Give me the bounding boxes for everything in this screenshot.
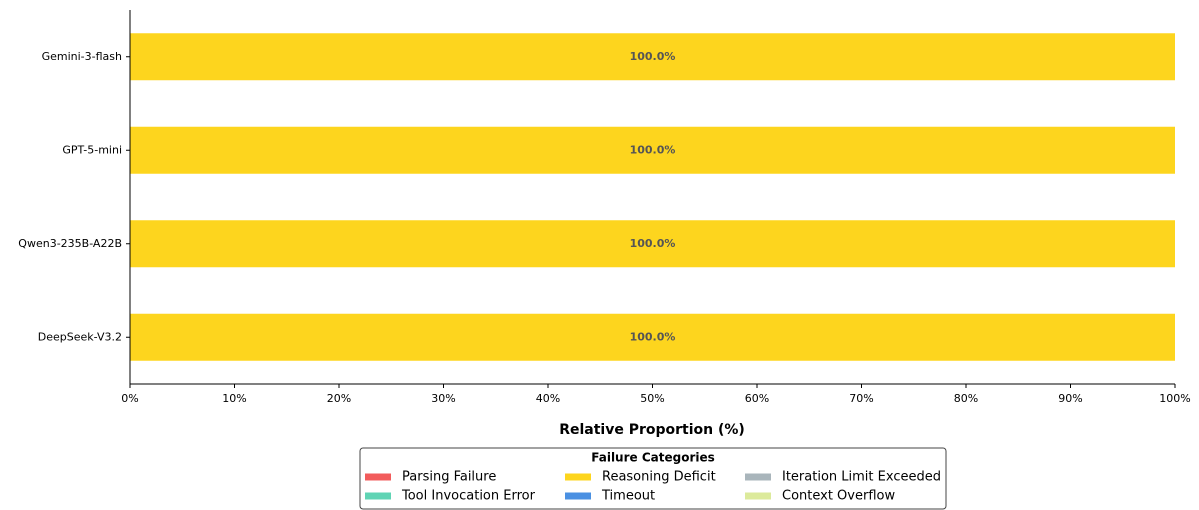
legend-swatch [745, 473, 771, 481]
bar-segment [130, 33, 1175, 81]
x-axis-label: Relative Proportion (%) [559, 422, 745, 438]
data-label: 100.0% [630, 50, 676, 63]
legend-label: Parsing Failure [402, 470, 496, 485]
legend-title: Failure Categories [591, 451, 715, 465]
data-label: 100.0% [630, 237, 676, 250]
x-tick-label: 0% [121, 392, 138, 405]
legend-label: Reasoning Deficit [602, 470, 716, 485]
bar-segment [130, 126, 1175, 174]
x-tick-label: 20% [327, 392, 351, 405]
legend-box [359, 447, 947, 510]
legend-swatch [745, 492, 771, 500]
y-tick-label: DeepSeek-V3.2 [38, 330, 122, 343]
legend-label: Context Overflow [782, 489, 895, 504]
x-tick-label: 80% [954, 392, 978, 405]
bar-segment [130, 313, 1175, 361]
legend-swatch [365, 473, 391, 481]
bar-segment [130, 220, 1175, 268]
x-tick-label: 100% [1159, 392, 1190, 405]
y-tick-label: Gemini-3-flash [42, 50, 122, 63]
data-label: 100.0% [630, 143, 676, 156]
legend-swatch [365, 492, 391, 500]
y-tick-label: Qwen3-235B-A22B [18, 237, 122, 250]
data-label: 100.0% [630, 330, 676, 343]
legend-label: Iteration Limit Exceeded [782, 470, 941, 485]
legend-swatch [565, 492, 591, 500]
x-tick-label: 50% [640, 392, 664, 405]
x-tick-label: 10% [222, 392, 246, 405]
x-tick-label: 40% [536, 392, 560, 405]
x-tick-label: 30% [431, 392, 455, 405]
legend-swatch [565, 473, 591, 481]
y-tick-label: GPT-5-mini [62, 143, 122, 156]
legend-label: Timeout [601, 489, 655, 504]
x-tick-label: 60% [745, 392, 769, 405]
x-tick-label: 70% [849, 392, 873, 405]
legend-label: Tool Invocation Error [401, 489, 536, 504]
x-tick-label: 90% [1058, 392, 1082, 405]
